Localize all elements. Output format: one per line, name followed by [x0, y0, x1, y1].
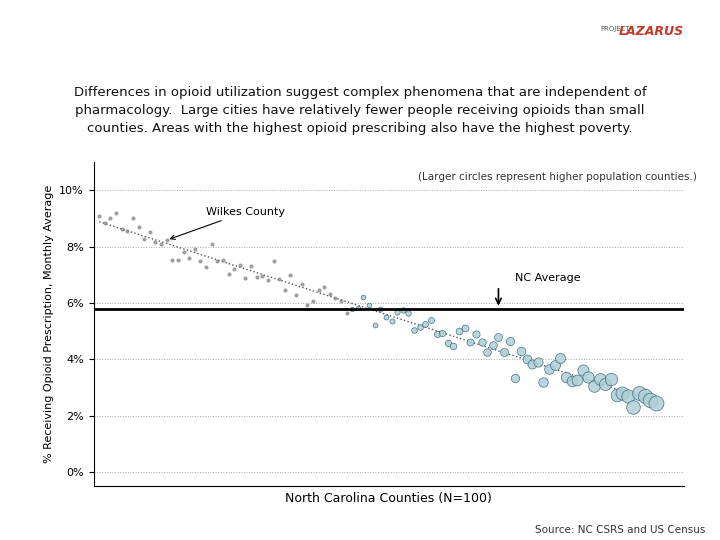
Y-axis label: % Receiving Opioid Prescription, Monthly Average: % Receiving Opioid Prescription, Monthly…: [44, 185, 54, 463]
Text: Differences in opioid utilization suggest complex phenomena that are independent: Differences in opioid utilization sugges…: [73, 86, 647, 135]
Text: NC Average: NC Average: [516, 273, 581, 283]
Text: Wilkes County: Wilkes County: [171, 207, 285, 239]
Text: PROJECT: PROJECT: [600, 26, 631, 32]
Text: LAZARUS: LAZARUS: [619, 25, 684, 38]
FancyBboxPatch shape: [547, 5, 713, 59]
Text: (Larger circles represent higher population counties.): (Larger circles represent higher populat…: [418, 172, 697, 182]
Text: Source: NC CSRS and US Census: Source: NC CSRS and US Census: [535, 524, 706, 535]
X-axis label: North Carolina Counties (N=100): North Carolina Counties (N=100): [285, 491, 492, 504]
